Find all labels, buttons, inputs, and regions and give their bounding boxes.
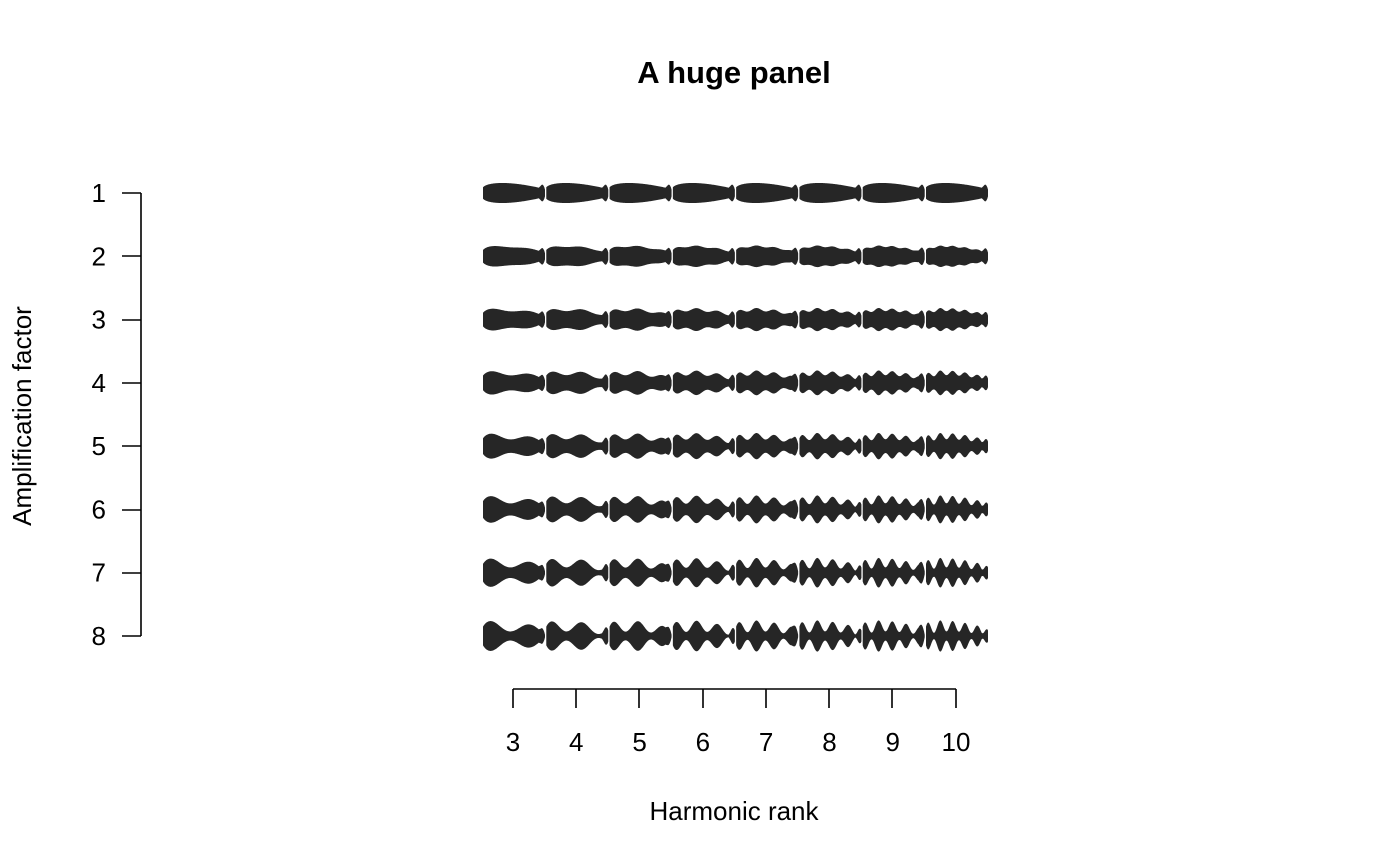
glyph-h3-a3 <box>483 308 545 331</box>
glyph-h7-a8 <box>736 620 799 652</box>
glyph-h5-a8 <box>609 621 672 651</box>
y-tick-label: 8 <box>92 621 106 651</box>
glyph-h5-a1 <box>609 182 672 204</box>
glyph-h3-a8 <box>483 621 545 651</box>
glyph-h7-a4 <box>736 370 799 396</box>
x-axis-line <box>512 688 957 708</box>
glyph-h4-a8 <box>546 621 609 651</box>
glyph-h3-a6 <box>483 496 545 523</box>
glyph-h5-a5 <box>609 433 672 459</box>
x-axis: 3 4 5 6 7 8 9 10 <box>506 688 971 757</box>
glyph-h6-a1 <box>672 182 735 204</box>
chart-title: A huge panel <box>637 55 830 90</box>
x-tick-label: 4 <box>569 727 583 757</box>
x-tick-label: 8 <box>822 727 836 757</box>
glyph-h4-a6 <box>546 496 609 523</box>
glyph-h7-a7 <box>736 558 799 588</box>
glyph-h9-a5 <box>862 432 925 460</box>
glyph-h8-a6 <box>799 495 862 524</box>
y-axis-label: Amplification factor <box>7 306 37 526</box>
glyph-h10-a1 <box>926 182 988 204</box>
glyph-h9-a1 <box>862 182 925 204</box>
y-tick-label: 5 <box>92 431 106 461</box>
glyph-h8-a8 <box>799 620 862 652</box>
y-tick-label: 1 <box>92 178 106 208</box>
glyph-h10-a8 <box>926 620 988 652</box>
x-tick-label: 10 <box>942 727 971 757</box>
glyph-h10-a6 <box>926 495 988 524</box>
glyph-h9-a6 <box>862 495 925 524</box>
glyph-h7-a1 <box>736 182 799 204</box>
glyph-h8-a3 <box>799 307 862 332</box>
glyph-h6-a7 <box>672 558 735 588</box>
x-tick-label: 3 <box>506 727 520 757</box>
glyph-h6-a2 <box>672 245 735 267</box>
glyph-h10-a7 <box>926 557 988 588</box>
glyph-h10-a3 <box>926 308 988 332</box>
glyph-h9-a7 <box>862 557 925 588</box>
glyph-h3-a4 <box>483 371 545 395</box>
glyph-h5-a7 <box>609 558 672 587</box>
glyph-h10-a5 <box>926 432 988 460</box>
glyph-h5-a2 <box>609 245 672 267</box>
glyph-h5-a4 <box>609 371 672 395</box>
glyph-h6-a5 <box>672 433 735 460</box>
x-tick-label: 6 <box>696 727 710 757</box>
y-tick-label: 4 <box>92 368 106 398</box>
glyph-panel <box>483 182 988 652</box>
y-tick-label: 3 <box>92 305 106 335</box>
glyph-h10-a2 <box>926 245 988 267</box>
glyph-h4-a4 <box>546 371 609 395</box>
y-axis: 1 2 3 4 5 6 7 8 <box>92 178 142 651</box>
x-tick-label: 7 <box>759 727 773 757</box>
glyph-h8-a2 <box>799 245 862 268</box>
glyph-h5-a3 <box>609 308 672 331</box>
glyph-h6-a8 <box>672 620 735 652</box>
glyph-h4-a5 <box>546 434 609 459</box>
glyph-h9-a3 <box>862 307 925 332</box>
glyph-h3-a7 <box>483 558 545 587</box>
glyph-h8-a5 <box>799 432 862 460</box>
glyph-h9-a8 <box>862 620 925 652</box>
x-tick-labels: 3 4 5 6 7 8 9 10 <box>506 727 971 757</box>
glyph-h7-a5 <box>736 433 799 460</box>
glyph-h3-a1 <box>483 182 545 204</box>
y-tick-label: 7 <box>92 558 106 588</box>
glyph-h9-a4 <box>862 370 925 396</box>
glyph-h6-a6 <box>672 495 735 524</box>
glyph-h7-a2 <box>736 245 799 268</box>
glyph-h6-a4 <box>672 370 735 396</box>
y-tick-labels: 1 2 3 4 5 6 7 8 <box>92 178 106 651</box>
glyph-h8-a7 <box>799 557 862 588</box>
glyph-h7-a6 <box>736 495 799 524</box>
x-tick-label: 5 <box>632 727 646 757</box>
glyph-h5-a6 <box>609 496 672 523</box>
y-axis-line <box>122 192 142 637</box>
x-tick-label: 9 <box>885 727 899 757</box>
glyph-h3-a2 <box>483 246 545 267</box>
glyph-h4-a1 <box>546 182 609 204</box>
glyph-h10-a4 <box>926 370 988 396</box>
glyph-h4-a3 <box>546 309 609 331</box>
y-tick-label: 2 <box>92 241 106 271</box>
glyph-h8-a4 <box>799 370 862 396</box>
glyph-h7-a3 <box>736 307 799 332</box>
glyph-h9-a2 <box>862 245 925 268</box>
glyph-h4-a2 <box>546 246 609 267</box>
glyph-h8-a1 <box>799 182 862 204</box>
y-tick-label: 6 <box>92 494 106 524</box>
x-axis-label: Harmonic rank <box>649 796 819 826</box>
glyph-h3-a5 <box>483 433 545 459</box>
glyph-h4-a7 <box>546 558 609 587</box>
glyph-h6-a3 <box>672 308 735 332</box>
